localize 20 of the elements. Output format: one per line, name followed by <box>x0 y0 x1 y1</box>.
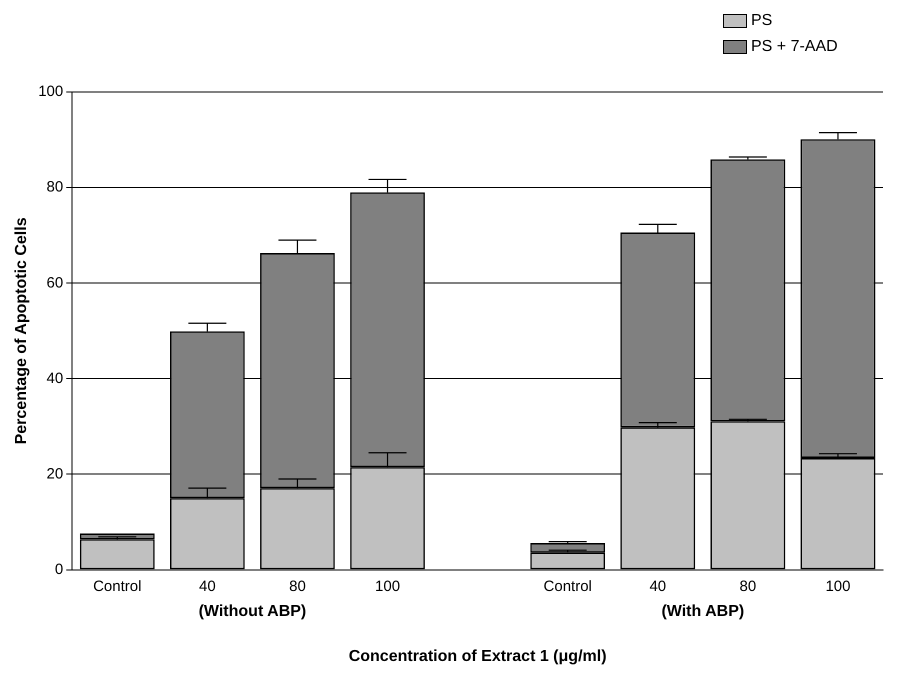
y-axis-title: Percentage of Apoptotic Cells <box>13 217 30 444</box>
x-tick-label: Control <box>93 578 142 595</box>
x-tick-label: 40 <box>649 578 666 595</box>
y-tick-label: 0 <box>54 560 64 578</box>
legend-label: PS <box>751 12 772 30</box>
x-tick-label: 100 <box>825 578 850 595</box>
text: (With ABP) <box>661 603 744 620</box>
x-tick-label: 100 <box>375 578 400 595</box>
x-tick-label: 40 <box>199 578 216 595</box>
x-tick-label: 80 <box>289 578 306 595</box>
text: (Without ABP) <box>198 603 306 620</box>
legend-label: PS + 7-AAD <box>751 38 838 56</box>
y-tick-label: 60 <box>46 274 64 292</box>
x-tick-label: 80 <box>740 578 756 595</box>
x-tick-label: Control <box>544 578 592 595</box>
y-tick-label: 20 <box>46 465 64 482</box>
y-tick-label: 80 <box>46 178 64 196</box>
x-axis-title: Concentration of Extract 1 (μg/ml) <box>348 648 607 665</box>
y-tick-label: 100 <box>38 83 64 100</box>
y-tick-label: 40 <box>46 370 64 387</box>
